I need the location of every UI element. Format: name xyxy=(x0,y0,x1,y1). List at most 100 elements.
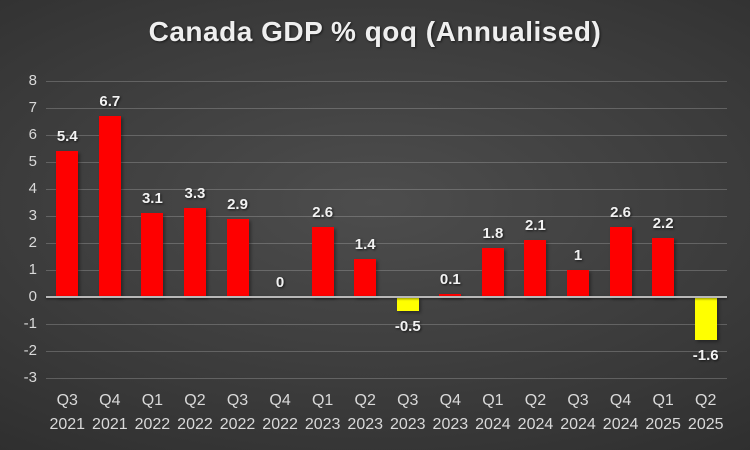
x-category-quarter: Q3 xyxy=(226,392,249,409)
x-category-q4-2022: Q4 2022 xyxy=(259,389,302,437)
x-category-year: 2023 xyxy=(432,416,469,433)
x-category-q4-2021: Q4 2021 xyxy=(89,389,132,437)
x-category-q2-2024: Q2 2024 xyxy=(514,389,557,437)
bar-q4-2021 xyxy=(98,116,121,297)
bar-q3-2022 xyxy=(226,218,249,297)
x-category-quarter: Q4 xyxy=(609,392,632,409)
x-category-year: 2022 xyxy=(134,416,171,433)
x-category-year: 2024 xyxy=(517,416,554,433)
x-category-year: 2025 xyxy=(645,416,681,433)
data-label-q4-2023: 0.1 xyxy=(439,271,461,289)
gridline xyxy=(46,81,727,82)
x-category-quarter: Q4 xyxy=(99,392,121,409)
x-category-year: 2022 xyxy=(177,416,213,433)
data-label-q2-2022: 3.3 xyxy=(184,184,206,202)
gridline xyxy=(46,351,727,352)
x-category-year: 2022 xyxy=(262,416,298,433)
data-label-q1-2022: 3.1 xyxy=(141,190,163,208)
x-category-quarter: Q1 xyxy=(652,392,674,409)
y-tick-label: 1 xyxy=(28,261,37,278)
y-tick-label: 8 xyxy=(28,72,37,89)
y-tick-label: 3 xyxy=(28,207,37,224)
y-tick-label: 2 xyxy=(28,234,37,251)
gridline xyxy=(46,108,727,109)
bar-q1-2025 xyxy=(652,237,675,297)
x-category-year: 2021 xyxy=(49,416,86,433)
x-category-q1-2025: Q1 2025 xyxy=(642,389,685,437)
data-label-q3-2021: 5.4 xyxy=(56,128,78,146)
gridline xyxy=(46,189,727,190)
x-category-year: 2024 xyxy=(560,416,596,433)
y-tick-label: 5 xyxy=(28,153,37,170)
x-category-q4-2024: Q4 2024 xyxy=(599,389,642,437)
y-tick-label: -1 xyxy=(23,315,37,332)
x-category-quarter: Q3 xyxy=(397,392,419,409)
x-category-year: 2024 xyxy=(475,416,511,433)
x-category-q2-2022: Q2 2022 xyxy=(174,389,217,437)
x-axis: Q3 2021 Q4 2021 Q1 2022 Q2 2022 Q3 2022 Q4 2022 Q1 20… xyxy=(46,378,727,440)
bar-q2-2022 xyxy=(183,207,206,297)
gridline xyxy=(46,216,727,217)
y-tick-label: 0 xyxy=(28,288,37,305)
x-category-q3-2022: Q3 2022 xyxy=(216,389,259,437)
zero-axis-line xyxy=(46,296,727,298)
data-label-q4-2022: 0 xyxy=(275,274,285,291)
bar-q2-2024 xyxy=(524,240,547,297)
data-label-q2-2024: 2.1 xyxy=(525,217,546,235)
data-label-q1-2025: 2.2 xyxy=(652,214,674,232)
y-tick-label: -3 xyxy=(23,369,37,386)
x-category-quarter: Q2 xyxy=(354,392,376,409)
x-category-year: 2024 xyxy=(602,416,639,433)
data-label-q2-2023: 1.4 xyxy=(354,236,376,254)
x-category-q2-2025: Q2 2025 xyxy=(684,389,727,437)
bar-q3-2023 xyxy=(396,297,419,311)
chart-title: Canada GDP % qoq (Annualised) xyxy=(148,16,602,47)
x-category-quarter: Q2 xyxy=(524,392,547,409)
gridline xyxy=(46,324,727,325)
x-category-quarter: Q4 xyxy=(269,392,291,409)
x-category-quarter: Q2 xyxy=(184,392,206,409)
y-tick-label: 6 xyxy=(28,126,37,143)
gridline xyxy=(46,270,727,271)
x-category-year: 2025 xyxy=(687,416,724,433)
x-category-year: 2022 xyxy=(219,416,256,433)
y-tick-label: 4 xyxy=(28,180,37,197)
data-label-q4-2024: 2.6 xyxy=(610,203,632,221)
x-category-year: 2023 xyxy=(389,416,426,433)
x-category-q1-2022: Q1 2022 xyxy=(131,389,174,437)
x-category-quarter: Q1 xyxy=(141,392,164,409)
gridline xyxy=(46,243,727,244)
data-label-q1-2023: 2.6 xyxy=(312,203,334,221)
y-tick-label: -2 xyxy=(23,342,37,359)
x-category-q1-2023: Q1 2023 xyxy=(301,389,344,437)
data-label-q4-2021: 6.7 xyxy=(99,93,121,111)
y-axis: 8 7 6 5 4 3 2 1 0 -1 -2 -3 xyxy=(0,72,37,386)
data-label-q3-2024: 1 xyxy=(573,247,583,264)
data-label-q2-2025: -1.6 xyxy=(692,347,719,365)
data-label-q3-2022: 2.9 xyxy=(227,195,248,213)
x-category-quarter: Q3 xyxy=(567,392,589,409)
x-category-q3-2024: Q3 2024 xyxy=(557,389,600,437)
x-category-q2-2023: Q2 2023 xyxy=(344,389,387,437)
bar-q2-2023 xyxy=(354,259,377,297)
x-category-q1-2024: Q1 2024 xyxy=(472,389,515,437)
bar-q1-2024 xyxy=(481,248,504,297)
gridline xyxy=(46,162,727,163)
plot-area: 5.4 6.7 3.1 3.3 2.9 0 2.6 1.4 -0.5 0.1 1.8 2.1 1 2.6 2… xyxy=(46,81,727,379)
x-category-quarter: Q4 xyxy=(439,392,462,409)
bar-q3-2021 xyxy=(56,151,79,297)
x-category-quarter: Q1 xyxy=(311,392,334,409)
x-category-year: 2023 xyxy=(347,416,384,433)
x-category-q3-2021: Q3 2021 xyxy=(46,389,89,437)
gridline xyxy=(46,135,727,136)
gridline xyxy=(46,378,727,379)
bar-q3-2024 xyxy=(567,270,590,297)
x-category-q3-2023: Q3 2023 xyxy=(387,389,430,437)
x-category-year: 2023 xyxy=(304,416,341,433)
x-category-quarter: Q3 xyxy=(56,392,78,409)
bar-q1-2022 xyxy=(141,213,164,297)
bar-q1-2023 xyxy=(311,226,334,297)
bar-q4-2023 xyxy=(439,294,462,297)
x-category-q4-2023: Q4 2023 xyxy=(429,389,472,437)
